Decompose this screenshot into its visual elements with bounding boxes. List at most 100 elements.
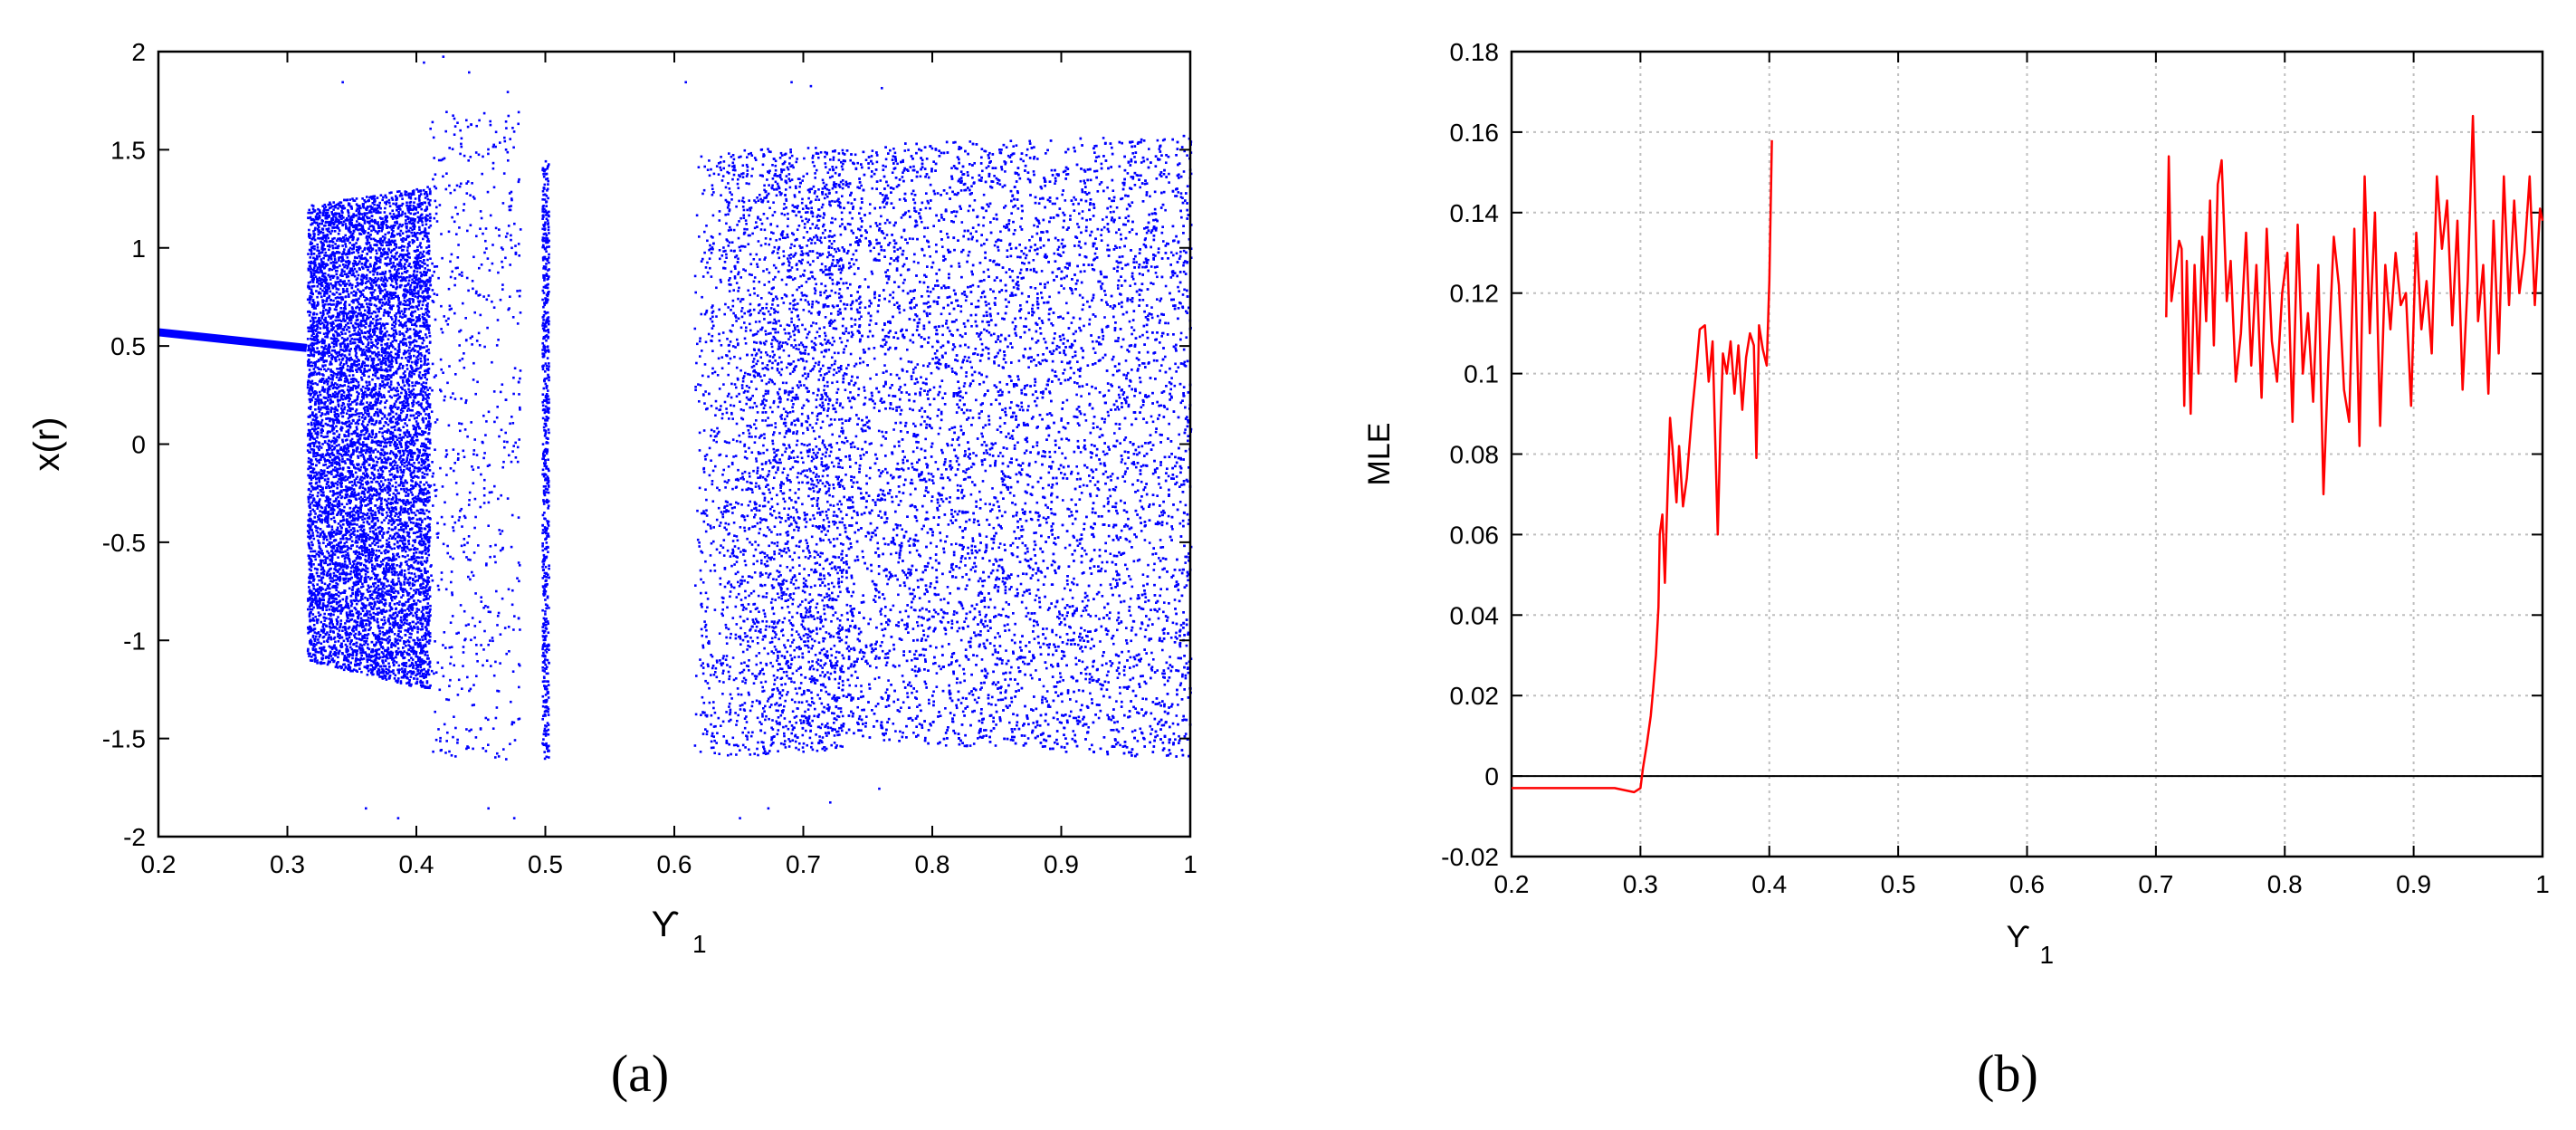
scatter-point bbox=[388, 225, 392, 229]
scatter-point bbox=[346, 290, 349, 293]
scatter-point bbox=[388, 205, 392, 207]
scatter-point bbox=[310, 290, 313, 293]
scatter-point bbox=[401, 339, 405, 341]
scatter-point bbox=[372, 357, 376, 360]
scatter-point bbox=[343, 406, 347, 409]
scatter-point bbox=[348, 414, 351, 417]
scatter-point bbox=[316, 494, 320, 498]
scatter-point bbox=[421, 660, 424, 663]
scatter-point bbox=[396, 190, 399, 193]
scatter-point bbox=[396, 545, 399, 549]
scatter-point bbox=[375, 211, 377, 215]
scatter-point bbox=[326, 584, 329, 587]
scatter-point bbox=[388, 627, 392, 629]
scatter-point bbox=[417, 393, 420, 396]
scatter-point bbox=[325, 608, 328, 611]
scatter-point bbox=[393, 394, 396, 397]
scatter-point bbox=[411, 544, 415, 547]
scatter-point bbox=[324, 413, 327, 416]
scatter-point bbox=[424, 606, 427, 608]
scatter-point bbox=[404, 258, 406, 262]
scatter-point bbox=[358, 309, 361, 311]
scatter-point bbox=[399, 630, 402, 633]
scatter-point bbox=[396, 564, 398, 567]
scatter-point bbox=[352, 213, 355, 215]
scatter-point bbox=[371, 553, 375, 557]
scatter-point bbox=[332, 342, 336, 346]
scatter-point bbox=[359, 619, 363, 623]
scatter-point bbox=[379, 287, 382, 291]
scatter-point bbox=[367, 516, 369, 520]
scatter-point bbox=[339, 512, 343, 514]
scatter-point bbox=[307, 460, 310, 464]
scatter-point bbox=[358, 497, 361, 500]
scatter-point bbox=[377, 221, 379, 224]
chaotic-band bbox=[306, 186, 432, 690]
scatter-point bbox=[316, 430, 320, 434]
scatter-point bbox=[311, 554, 314, 558]
scatter-point bbox=[393, 443, 396, 446]
scatter-point bbox=[367, 447, 371, 451]
scatter-point bbox=[313, 302, 316, 304]
scatter-point bbox=[330, 559, 334, 561]
scatter-point bbox=[368, 536, 371, 539]
scatter-point bbox=[418, 530, 421, 533]
scatter-point bbox=[337, 339, 339, 342]
scatter-point bbox=[329, 282, 332, 285]
scatter-point bbox=[330, 205, 334, 208]
scatter-point bbox=[346, 317, 349, 320]
scatter-point bbox=[307, 652, 310, 655]
scatter-point bbox=[339, 345, 342, 348]
scatter-point bbox=[424, 619, 427, 622]
scatter-point bbox=[320, 581, 324, 584]
scatter-point bbox=[357, 301, 359, 304]
scatter-point bbox=[410, 504, 413, 508]
scatter-point bbox=[310, 334, 313, 338]
scatter-point bbox=[367, 584, 370, 588]
scatter-point bbox=[424, 651, 427, 654]
scatter-point bbox=[327, 501, 329, 504]
scatter-point bbox=[318, 461, 320, 464]
scatter-point bbox=[309, 619, 311, 623]
scatter-point bbox=[407, 461, 411, 464]
scatter-point bbox=[312, 284, 316, 288]
scatter-point bbox=[346, 266, 348, 270]
scatter-point bbox=[354, 285, 358, 288]
scatter-point bbox=[411, 584, 415, 587]
scatter-point bbox=[383, 519, 386, 522]
scatter-point bbox=[381, 435, 385, 438]
scatter-point bbox=[407, 644, 410, 646]
scatter-point bbox=[394, 258, 397, 261]
scatter-point bbox=[313, 660, 317, 663]
scatter-point bbox=[420, 354, 424, 357]
scatter-point bbox=[341, 274, 344, 277]
scatter-point bbox=[354, 294, 358, 297]
scatter-point bbox=[328, 459, 331, 463]
scatter-point bbox=[345, 380, 348, 383]
scatter-point bbox=[385, 203, 387, 206]
scatter-point bbox=[423, 262, 425, 265]
scatter-point bbox=[378, 249, 381, 252]
scatter-point bbox=[378, 298, 381, 302]
scatter-point bbox=[395, 272, 398, 275]
scatter-point bbox=[422, 488, 425, 492]
scatter-point bbox=[424, 361, 426, 364]
scatter-point bbox=[330, 503, 334, 506]
scatter-point bbox=[426, 263, 429, 267]
scatter-point bbox=[383, 550, 386, 552]
scatter-point bbox=[350, 589, 354, 591]
scatter-point bbox=[340, 429, 343, 432]
scatter-point bbox=[424, 517, 426, 521]
scatter-point bbox=[329, 373, 333, 377]
scatter-point bbox=[407, 531, 411, 534]
scatter-point bbox=[390, 362, 393, 366]
scatter-point bbox=[359, 495, 363, 499]
scatter-point bbox=[415, 278, 417, 282]
scatter-point bbox=[366, 656, 368, 658]
scatter-point bbox=[315, 391, 318, 394]
scatter-point bbox=[379, 206, 382, 210]
scatter-point bbox=[417, 290, 420, 292]
scatter-point bbox=[405, 344, 408, 347]
scatter-point bbox=[425, 532, 429, 535]
scatter-point bbox=[356, 523, 358, 526]
